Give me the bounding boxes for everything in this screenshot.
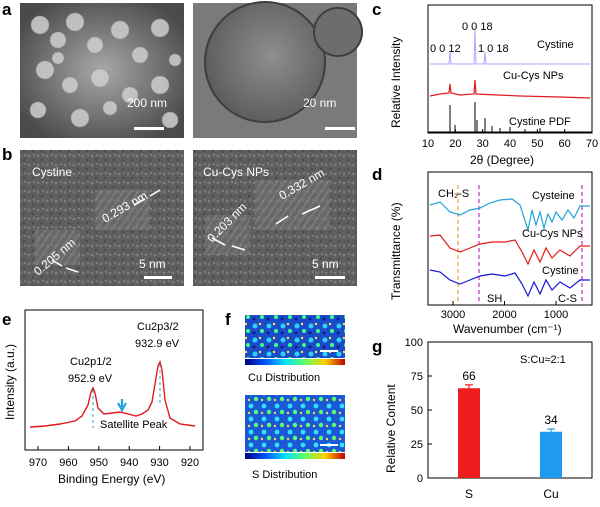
- y-tick-label: 100: [405, 337, 423, 349]
- bar-cu: [540, 431, 562, 478]
- ftir-chart: Transmittance (%) Wavenumber (cm⁻¹) 3000…: [389, 171, 593, 336]
- series-label-pdf: Cystine PDF: [509, 116, 571, 128]
- x-tick-label: 1000: [544, 309, 568, 321]
- scale-label-sem: 200 nm: [127, 96, 167, 110]
- panel-label-c: c: [372, 0, 381, 19]
- satellite-label: Satellite Peak: [100, 419, 168, 431]
- series-label-cucys: Cu-Cys NPs: [503, 70, 564, 82]
- peak-label: 0 0 18: [462, 21, 493, 33]
- x-axis-label: Wavenumber (cm⁻¹): [453, 322, 562, 336]
- x-tick-label: 10: [422, 138, 434, 150]
- hrtem-title-cystine: Cystine: [32, 165, 72, 179]
- xrd-chart: Relative Intensity 2θ (Degree) 10 20 30 40 5…: [389, 4, 598, 167]
- y-axis-label: Intensity (a.u.): [3, 344, 17, 420]
- peak-label: 1 0 18: [478, 43, 509, 55]
- scale-label: 5 nm: [139, 257, 166, 271]
- series-label-cystine: Cystine: [542, 265, 579, 277]
- plot-frame: [427, 341, 593, 479]
- bar-s: [458, 388, 480, 478]
- eds-map-s: S Distribution: [245, 395, 345, 481]
- series-label-cystine: Cystine: [537, 39, 574, 51]
- satellite-arrow-icon: [117, 399, 127, 413]
- peak-label-cu2p32: Cu2p3/2: [137, 321, 179, 333]
- eds-caption-s: S Distribution: [252, 469, 317, 481]
- y-tick-label: 0: [417, 473, 423, 485]
- x-tick-label: 50: [531, 138, 543, 150]
- ratio-annotation: S:Cu≈2:1: [520, 354, 566, 366]
- series-line-cysteine: [429, 198, 590, 233]
- series-line-cystine: [429, 269, 590, 298]
- x-tick-label: 30: [477, 138, 489, 150]
- series-line-cucys: [429, 79, 591, 99]
- xps-chart: Intensity (a.u.) Binding Energy (eV) 970…: [3, 309, 204, 486]
- y-tick-label: 25: [411, 439, 423, 451]
- peak-value-cu2p32: 932.9 eV: [135, 338, 180, 350]
- peak-label: 0 0 12: [430, 43, 461, 55]
- x-tick-label: 2000: [492, 309, 516, 321]
- x-tick-label: 40: [504, 138, 516, 150]
- x-tick-label: 70: [586, 138, 598, 150]
- series-pdf-sticks: [428, 102, 592, 133]
- hrtem-cucys: Cu-Cys NPs 0.332 nm 0.203 nm 5 nm: [193, 150, 357, 286]
- y-axis-label: Relative Content: [384, 384, 398, 473]
- bar-value-label: 66: [462, 369, 476, 383]
- peak-label-cu2p12: Cu2p1/2: [70, 356, 112, 368]
- eds-map-cu: Cu Distribution: [245, 315, 345, 384]
- scale-bar: [325, 127, 355, 130]
- scale-label: 5 nm: [312, 257, 339, 271]
- panel-label-d: d: [372, 165, 382, 184]
- hrtem-title-cucys: Cu-Cys NPs: [203, 165, 269, 179]
- series-label-cysteine: Cysteine: [532, 190, 575, 202]
- x-tick-label: 960: [59, 457, 77, 469]
- series-line-cucys: [429, 234, 590, 266]
- x-axis-label: Binding Energy (eV): [58, 472, 165, 486]
- plot-frame: [24, 309, 204, 451]
- scale-label-tem: 20 nm: [303, 96, 336, 110]
- x-tick-label: 970: [29, 457, 47, 469]
- sem-image: 200 nm: [20, 3, 184, 138]
- panel-label-b: b: [2, 145, 12, 164]
- peak-value-cu2p12: 952.9 eV: [68, 373, 113, 385]
- hrtem-cystine: Cystine 0.293 nm 0.205 nm 5 nm: [20, 150, 184, 286]
- band-label-ch2s: CH₂-S: [438, 188, 469, 200]
- x-axis-label: 2θ (Degree): [470, 153, 534, 167]
- scale-bar: [144, 276, 172, 279]
- series-label-cucys: Cu-Cys NPs: [522, 228, 583, 240]
- eds-caption-cu: Cu Distribution: [248, 372, 320, 384]
- scale-bar: [134, 127, 164, 130]
- series-line-cystine: [430, 29, 590, 65]
- panel-label-g: g: [372, 337, 382, 356]
- x-tick-label: 60: [559, 138, 571, 150]
- x-category-label: Cu: [543, 487, 558, 501]
- y-axis-label: Transmittance (%): [389, 202, 403, 300]
- x-category-label: S: [465, 487, 473, 501]
- xps-curve: [29, 359, 196, 428]
- x-tick-label: 940: [120, 457, 138, 469]
- content-bar-chart: Relative Content S:Cu≈2:1 0 25 50 75 100 66 S 3…: [384, 337, 593, 501]
- x-tick-label: 950: [90, 457, 108, 469]
- plot-frame: [427, 4, 593, 134]
- tem-image: 20 nm: [193, 1, 363, 138]
- band-label-cs: C-S: [558, 293, 577, 305]
- panel-label-f: f: [225, 310, 231, 329]
- panel-label-a: a: [2, 0, 12, 19]
- y-tick-label: 75: [411, 371, 423, 383]
- panel-label-e: e: [2, 310, 11, 329]
- band-label-sh: SH: [487, 293, 502, 305]
- x-tick-label: 920: [181, 457, 199, 469]
- x-tick-label: 20: [449, 138, 461, 150]
- scale-bar: [315, 276, 345, 279]
- x-tick-label: 930: [150, 457, 168, 469]
- y-axis-label: Relative Intensity: [389, 37, 403, 128]
- plot-frame: [427, 171, 593, 306]
- bar-value-label: 34: [544, 413, 558, 427]
- y-tick-label: 50: [411, 405, 423, 417]
- x-tick-label: 3000: [441, 309, 465, 321]
